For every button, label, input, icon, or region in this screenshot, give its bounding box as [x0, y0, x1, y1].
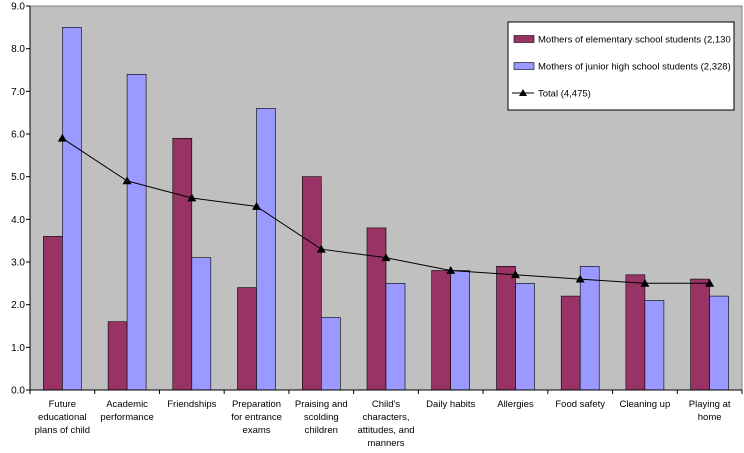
y-tick-label: 8.0: [11, 44, 25, 55]
y-tick-label: 1.0: [11, 343, 25, 354]
legend: Mothers of elementary school students (2…: [507, 21, 735, 111]
legend-swatch-marker: [519, 89, 527, 96]
x-category-label: Future educational plans of child: [35, 399, 90, 436]
y-axis: 0.0 1.0 2.0 3.0 4.0 5.0 6.0 7.0 8.0 9.0: [11, 2, 31, 397]
bar-series0-cat0: [43, 236, 63, 391]
x-category-label-line: children: [305, 425, 338, 436]
total-line-group: [57, 133, 715, 287]
x-category-label-line: performance: [100, 412, 153, 423]
y-tick-label: 6.0: [11, 130, 25, 141]
x-category-label-line: Food safety: [555, 399, 605, 410]
y-tick-label: 4.0: [11, 215, 25, 226]
bar-series0-cat2: [172, 138, 193, 391]
x-category-label-line: home: [698, 412, 722, 423]
x-category-label-line: Daily habits: [426, 399, 475, 410]
x-category-label: Daily habits: [426, 399, 475, 410]
x-category-label: Praising and scolding children: [295, 399, 348, 436]
total-point-cat6: [446, 266, 456, 274]
y-tick-label: 9.0: [11, 2, 25, 13]
x-category-label-line: educational: [38, 412, 87, 423]
x-category-label-line: plans of child: [35, 425, 90, 436]
x-category-label-line: Cleaning up: [620, 399, 671, 410]
x-category-label-line: Allergies: [497, 399, 534, 410]
total-point-cat8: [575, 274, 585, 283]
bar-series1-cat7: [515, 282, 535, 391]
bar-series1-cat9: [644, 300, 665, 391]
total-point-cat1: [122, 176, 132, 185]
x-category-label-line: Playing at: [689, 399, 731, 410]
x-category-label-line: Academic: [106, 399, 148, 410]
x-category-label: Friendships: [167, 399, 216, 410]
bar-series1-cat6: [450, 270, 471, 391]
total-point-cat7: [510, 270, 520, 279]
x-category-label: Preparation for entrance exams: [231, 399, 282, 436]
bar-series0-cat6: [431, 270, 452, 391]
y-tick-label: 2.0: [11, 300, 25, 311]
x-category-label: Child's characters, attitudes, and manners: [357, 399, 414, 449]
x-category-label-line: Preparation: [232, 399, 281, 410]
total-point-cat9: [640, 278, 650, 287]
x-axis: Future educational plans of child Academic p…: [29, 389, 743, 449]
total-point-cat0: [57, 133, 67, 142]
legend-swatch-series0: [513, 35, 535, 43]
x-category-label-line: Future: [49, 399, 76, 410]
x-category-label-line: characters,: [363, 412, 410, 423]
bar-series0-cat8: [560, 295, 581, 391]
bar-series0-cat3: [237, 287, 257, 391]
bar-series1-cat4: [320, 317, 341, 391]
bar-series0-cat1: [107, 321, 128, 391]
x-category-label-line: Friendships: [167, 399, 216, 410]
x-category-label: Allergies: [497, 399, 534, 410]
total-point-cat3: [252, 202, 262, 210]
y-tick-label: 0.0: [11, 386, 25, 397]
x-category-label: Food safety: [555, 399, 605, 410]
legend-label-series2: Total (4,475): [538, 89, 591, 100]
x-category-label: Playing at home: [689, 399, 731, 423]
x-category-label-line: manners: [368, 438, 405, 449]
bar-series0-cat5: [366, 227, 387, 391]
bar-series0-cat10: [690, 278, 710, 391]
total-point-cat10: [705, 278, 715, 287]
bar-series1-cat1: [126, 74, 147, 391]
bar-series-group: [43, 26, 729, 391]
legend-label-series0: Mothers of elementary school students (2…: [538, 35, 731, 46]
x-category-label: Cleaning up: [620, 399, 671, 410]
x-category-label-line: for entrance: [231, 412, 282, 423]
legend-box: [507, 21, 735, 111]
bar-series0-cat7: [496, 265, 516, 391]
x-category-label-line: scolding: [304, 412, 339, 423]
bar-series1-cat0: [62, 26, 82, 391]
x-category-label-line: Praising and: [295, 399, 348, 410]
bar-series1-cat8: [579, 265, 600, 391]
x-category-label-line: exams: [243, 425, 271, 436]
x-category-label: Academic performance: [100, 399, 153, 423]
bar-series1-cat5: [385, 282, 406, 391]
total-point-cat4: [316, 244, 326, 253]
total-point-cat2: [187, 193, 197, 202]
y-tick-label: 7.0: [11, 87, 25, 98]
legend-label-series1: Mothers of junior high school students (…: [538, 62, 731, 73]
y-tick-label: 3.0: [11, 258, 25, 269]
bar-series0-cat9: [625, 274, 646, 391]
bar-series1-cat3: [256, 108, 276, 391]
bar-series1-cat10: [709, 295, 729, 391]
x-category-label-line: Child's: [372, 399, 400, 410]
bar-series1-cat2: [191, 257, 212, 391]
x-category-label-line: attitudes, and: [357, 425, 414, 436]
total-point-cat5: [381, 253, 391, 262]
legend-swatch-series1: [513, 62, 535, 70]
bar-series0-cat4: [301, 176, 322, 391]
y-tick-label: 5.0: [11, 172, 25, 183]
